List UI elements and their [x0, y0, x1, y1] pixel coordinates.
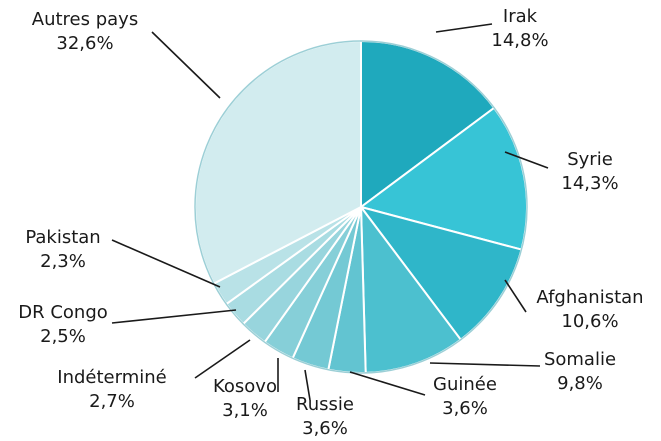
slice-name: Pakistan	[25, 227, 100, 248]
slice-label: Somalie 9,8%	[544, 349, 616, 394]
slice-value: 2,5%	[40, 326, 86, 347]
slice-name: DR Congo	[18, 302, 108, 323]
slice-value: 14,8%	[491, 30, 548, 51]
slice-name: Guinée	[433, 374, 497, 395]
slice-value: 2,3%	[40, 251, 86, 272]
pie-slices	[194, 39, 528, 374]
slice-label: Indéterminé 2,7%	[57, 367, 166, 412]
slice-labels: Irak 14,8% Syrie 14,3% Afghanistan 10,6% Somal…	[18, 6, 643, 439]
leader-line	[504, 151, 549, 169]
leader-line	[504, 279, 527, 313]
slice-value: 3,6%	[442, 398, 488, 419]
slice-value: 2,7%	[89, 391, 135, 412]
slice-value: 14,3%	[561, 173, 618, 194]
slice-label: Russie 3,6%	[296, 394, 354, 439]
slice-name: Irak	[503, 6, 538, 27]
leader-line	[111, 309, 237, 324]
leader-lines	[111, 23, 549, 401]
slice-value: 10,6%	[561, 311, 618, 332]
slice-label: DR Congo 2,5%	[18, 302, 108, 347]
slice-name: Somalie	[544, 349, 616, 370]
leader-line	[111, 239, 221, 288]
slice-name: Afghanistan	[536, 287, 643, 308]
slice-value: 3,6%	[302, 418, 348, 439]
slice-label: Autres pays 32,6%	[32, 9, 138, 54]
slice-name: Indéterminé	[57, 367, 166, 388]
slice-label: Kosovo 3,1%	[213, 376, 277, 421]
pie-rim	[194, 40, 528, 374]
leader-line	[151, 31, 221, 99]
leader-line	[349, 371, 426, 396]
slice-label: Irak 14,8%	[491, 6, 548, 51]
slice-value: 9,8%	[557, 373, 603, 394]
slice-label: Pakistan 2,3%	[25, 227, 100, 272]
slice-value: 32,6%	[56, 33, 113, 54]
slice-label: Guinée 3,6%	[433, 374, 497, 419]
slice-name: Syrie	[567, 149, 613, 170]
slice-label: Syrie 14,3%	[561, 149, 618, 194]
slice-name: Kosovo	[213, 376, 277, 397]
leader-line	[429, 362, 541, 367]
leader-line	[435, 23, 493, 33]
slice-value: 3,1%	[222, 400, 268, 421]
leader-line	[194, 339, 251, 379]
slice-name: Russie	[296, 394, 354, 415]
slice-label: Afghanistan 10,6%	[536, 287, 643, 332]
slice-name: Autres pays	[32, 9, 138, 30]
leader-line	[304, 369, 311, 401]
